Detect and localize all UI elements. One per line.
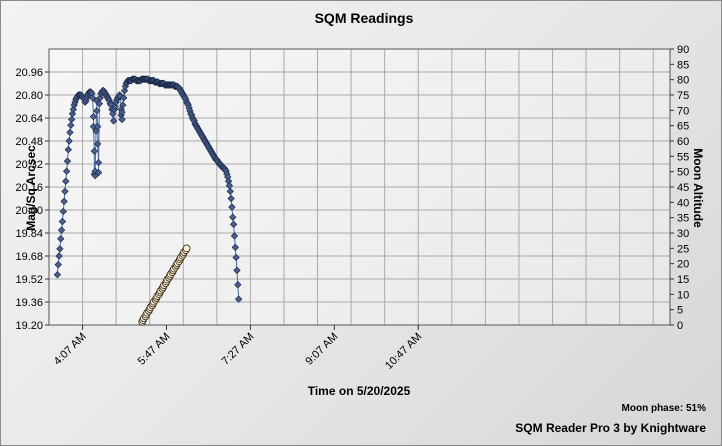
y2-tick-label: 85 (677, 59, 689, 71)
sqm-point (94, 168, 103, 177)
y2-tick-label: 25 (677, 243, 689, 255)
y2-tick-label: 55 (677, 151, 689, 163)
sqm-point (119, 94, 128, 102)
sqm-point (93, 140, 102, 148)
sqm-point (62, 177, 70, 185)
x-tick-label: 10:47 AM (383, 331, 424, 372)
sqm-point (64, 145, 72, 154)
sqm-point (60, 197, 68, 206)
y-axis-label: Mag/Sq Arcsec (24, 145, 38, 231)
y-tick-label: 20.64 (15, 113, 43, 125)
y2-tick-label: 60 (677, 136, 689, 148)
y2-axis-ticks: 0 5 10 15 20 25 30 35 40 45 50 55 60 65 70 75 80 85 90 (670, 44, 689, 332)
y2-tick-label: 80 (677, 75, 689, 87)
y2-tick-label: 10 (677, 289, 689, 301)
sqm-point (233, 266, 241, 275)
y2-tick-label: 30 (677, 228, 689, 240)
y-tick-label: 19.68 (15, 251, 43, 263)
x-tick-label: 4:07 AM (52, 331, 89, 368)
moon-altitude-point (182, 244, 191, 253)
sqm-point (226, 187, 234, 196)
y2-tick-label: 45 (677, 182, 689, 194)
sqm-point (88, 94, 97, 102)
sqm-point (227, 194, 235, 203)
chart-title: SQM Readings (315, 10, 414, 26)
y2-tick-label: 65 (677, 121, 689, 133)
sqm-point (57, 235, 65, 243)
sqm-point (118, 115, 126, 124)
sqm-point (67, 115, 76, 124)
sqm-point (66, 128, 74, 137)
y2-tick-label: 20 (677, 259, 689, 271)
sqm-point (54, 260, 62, 269)
sqm-point (91, 167, 99, 175)
credit-label: SQM Reader Pro 3 by Knightware (515, 421, 706, 435)
sqm-point (58, 217, 67, 226)
y2-tick-label: 50 (677, 167, 689, 179)
sqm-point (53, 270, 62, 279)
sqm-point (90, 147, 99, 155)
sqm-point (93, 107, 101, 115)
sqm-point (65, 137, 73, 145)
sqm-point (61, 187, 69, 196)
sqm-point (109, 117, 118, 125)
y-tick-label: 19.52 (15, 274, 43, 286)
sqm-point (56, 245, 64, 253)
y-tick-label: 20.96 (15, 67, 43, 79)
sqm-point (229, 213, 237, 221)
y2-axis-label: Moon Altitude (691, 148, 705, 228)
y2-tick-label: 15 (677, 274, 689, 286)
sqm-point (234, 295, 243, 303)
y2-tick-label: 40 (677, 197, 689, 209)
sqm-point (228, 203, 236, 211)
sqm-point (93, 122, 102, 131)
moon-phase-label: Moon phase: 51% (621, 403, 706, 414)
sqm-point (63, 157, 72, 165)
y-tick-label: 19.20 (15, 320, 43, 332)
sqm-point (57, 226, 66, 234)
sqm-point (229, 220, 238, 229)
y2-tick-label: 5 (677, 305, 683, 317)
x-axis-label: Time on 5/20/2025 (308, 384, 411, 398)
sqm-point (118, 108, 126, 116)
sqm-point (59, 207, 67, 216)
sqm-point (94, 158, 103, 167)
y2-tick-label: 70 (677, 105, 689, 117)
y-tick-label: 19.36 (15, 297, 43, 309)
y-tick-label: 20.16 (15, 182, 43, 194)
y2-tick-label: 75 (677, 90, 689, 102)
sqm-point (234, 281, 242, 289)
sqm-point (67, 121, 75, 129)
sqm-point (95, 99, 104, 108)
sqm-series (53, 75, 243, 303)
x-tick-label: 7:27 AM (220, 331, 257, 368)
sqm-point (232, 253, 240, 262)
sqm-point (92, 127, 100, 135)
sqm-point (231, 243, 239, 252)
sqm-point (62, 167, 71, 175)
moon-altitude-series (138, 244, 191, 326)
y2-tick-label: 90 (677, 44, 689, 56)
x-axis-ticks: 4:07 AM 5:47 AM 7:27 AM 9:07 AM 10:47 AM (52, 325, 424, 372)
sqm-point (116, 92, 125, 101)
sqm-point (120, 86, 129, 95)
x-tick-label: 5:47 AM (136, 331, 173, 368)
y-tick-label: 20.80 (15, 90, 43, 102)
y-axis-ticks: 19.20 19.36 19.52 19.68 19.84 20.00 20.16 20.32… (15, 67, 49, 332)
y-tick-label: 20.00 (15, 205, 43, 217)
sqm-point (89, 112, 98, 121)
sqm-point (119, 101, 127, 109)
x-tick-label: 9:07 AM (303, 331, 340, 368)
y-tick-label: 20.32 (15, 159, 43, 171)
sqm-point (55, 252, 63, 260)
y-tick-label: 20.48 (15, 136, 43, 148)
y2-tick-label: 0 (677, 320, 683, 332)
sqm-point (230, 232, 239, 240)
y-tick-label: 19.84 (15, 228, 43, 240)
sqm-point (111, 102, 119, 111)
y2-tick-label: 35 (677, 213, 689, 225)
